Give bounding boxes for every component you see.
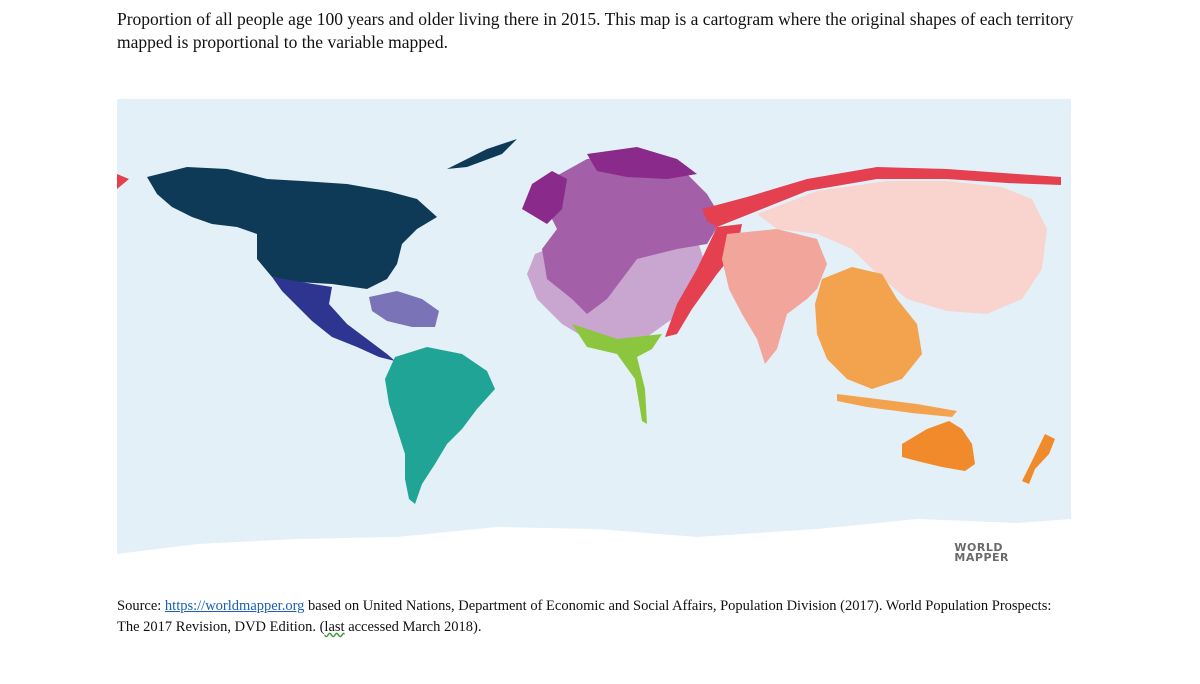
worldmapper-logo: WORLD MAPPER xyxy=(954,541,1009,564)
region-south-asia xyxy=(722,229,827,364)
region-russia xyxy=(702,167,1061,227)
region-new-zealand xyxy=(1022,434,1055,484)
logo-line2: MAPPER xyxy=(954,551,1009,564)
worldmapper-link[interactable]: https://worldmapper.org xyxy=(164,598,305,614)
region-caribbean xyxy=(369,291,439,327)
region-middle-east xyxy=(665,224,742,337)
region-antarctica xyxy=(117,519,1071,573)
region-southeast-asia xyxy=(815,267,922,389)
region-indonesia xyxy=(837,394,957,417)
map-caption: Proportion of all people age 100 years a… xyxy=(117,9,1074,52)
source-citation: Source: https://worldmapper.org based on… xyxy=(117,596,1077,638)
region-australia xyxy=(902,421,975,471)
region-western-europe xyxy=(522,147,697,224)
source-prefix: Source: xyxy=(117,598,165,614)
region-east-asia xyxy=(757,181,1047,314)
region-north-america xyxy=(147,167,437,289)
region-arctic-islands xyxy=(447,139,517,169)
source-last: last xyxy=(324,619,345,635)
cartogram-svg xyxy=(117,139,1071,573)
region-south-america xyxy=(385,347,495,504)
source-suffix: accessed March 2018). xyxy=(344,619,482,635)
cartogram-map: WORLD MAPPER xyxy=(117,99,1071,573)
region-arctic-russia xyxy=(117,174,129,189)
region-central-america xyxy=(272,277,395,361)
logo-line1: WORLD xyxy=(954,541,1004,554)
region-east-africa xyxy=(572,324,662,424)
source-text: based on United Nations, Department of E… xyxy=(117,598,1052,635)
region-europe xyxy=(542,154,722,314)
